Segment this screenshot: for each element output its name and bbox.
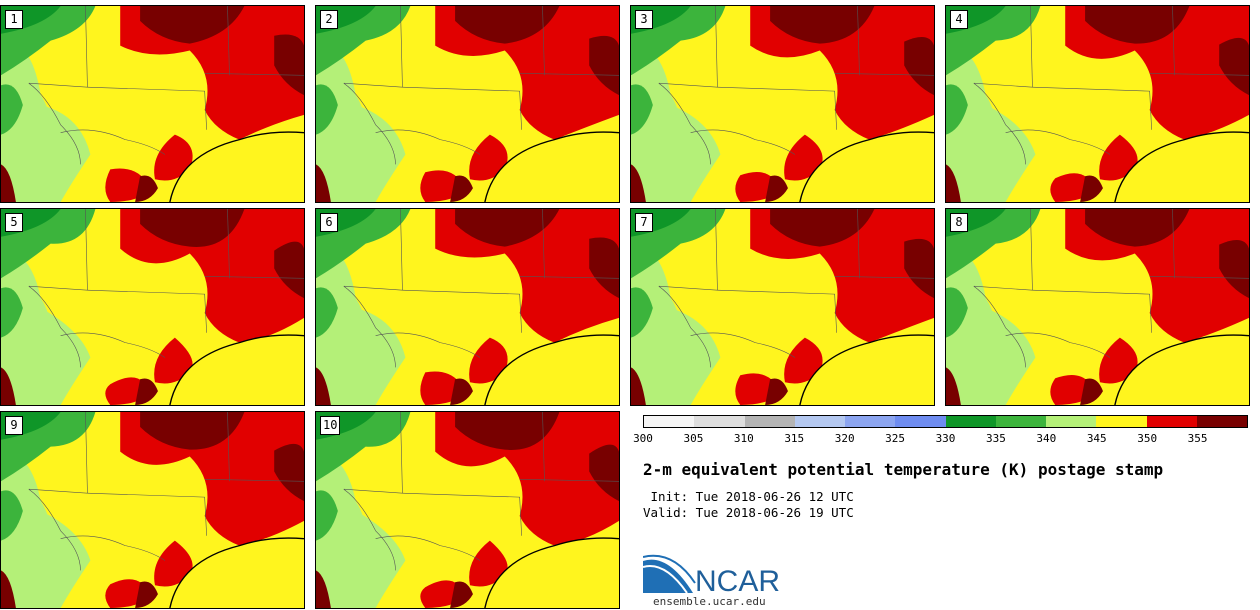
colorbar-tick-label: 325 <box>885 432 906 445</box>
colorbar-tick-label: 315 <box>784 432 805 445</box>
member-number: 5 <box>5 213 23 232</box>
member-panel: 6 <box>315 208 620 406</box>
init-time: Init: Tue 2018-06-26 12 UTC <box>643 489 854 504</box>
member-panel: 2 <box>315 5 620 203</box>
member-number: 8 <box>950 213 968 232</box>
logo-text: NCAR <box>695 565 780 593</box>
colorbar-segment <box>794 416 845 427</box>
colorbar-segment <box>644 416 695 427</box>
colorbar-tick-label: 300 <box>633 432 653 445</box>
member-number: 2 <box>320 10 338 29</box>
member-panel: 1 <box>0 5 305 203</box>
member-panel: 8 <box>945 208 1250 406</box>
member-number: 1 <box>5 10 23 29</box>
member-number: 4 <box>950 10 968 29</box>
colorbar-segment <box>1096 416 1147 427</box>
colorbar-tick-label: 310 <box>733 432 754 445</box>
colorbar-segment <box>1046 416 1097 427</box>
member-number: 9 <box>5 416 23 435</box>
colorbar-segment <box>1146 416 1197 427</box>
colorbar-ticks: 300 305 310 315 320 325 330 335 340 345 350 355 <box>633 432 1248 446</box>
colorbar-segment <box>1196 416 1247 427</box>
colorbar-tick-label: 335 <box>985 432 1006 445</box>
ncar-logo: NCAR <box>643 554 780 593</box>
colorbar-segment <box>845 416 896 427</box>
colorbar-tick-label: 355 <box>1187 432 1208 445</box>
colorbar <box>643 415 1248 428</box>
figure-title: 2-m equivalent potential temperature (K)… <box>643 460 1164 479</box>
member-panel: 5 <box>0 208 305 406</box>
member-number: 3 <box>635 10 653 29</box>
member-number: 10 <box>320 416 341 435</box>
member-panel: 9 <box>0 411 305 609</box>
member-panel: 7 <box>630 208 935 406</box>
member-panel: 4 <box>945 5 1250 203</box>
colorbar-segment <box>995 416 1046 427</box>
colorbar-tick-label: 350 <box>1137 432 1158 445</box>
colorbar-segment <box>945 416 996 427</box>
colorbar-tick-label: 345 <box>1086 432 1107 445</box>
website-link[interactable]: ensemble.ucar.edu <box>653 595 766 608</box>
member-panel: 10 <box>315 411 620 609</box>
colorbar-segment <box>895 416 946 427</box>
member-number: 7 <box>635 213 653 232</box>
colorbar-tick-label: 320 <box>834 432 855 445</box>
member-panel: 3 <box>630 5 935 203</box>
colorbar-tick-label: 305 <box>683 432 704 445</box>
colorbar-tick-label: 340 <box>1036 432 1057 445</box>
member-number: 6 <box>320 213 338 232</box>
colorbar-segment <box>744 416 795 427</box>
valid-time: Valid: Tue 2018-06-26 19 UTC <box>643 505 854 520</box>
colorbar-segment <box>694 416 745 427</box>
colorbar-tick-label: 330 <box>935 432 956 445</box>
